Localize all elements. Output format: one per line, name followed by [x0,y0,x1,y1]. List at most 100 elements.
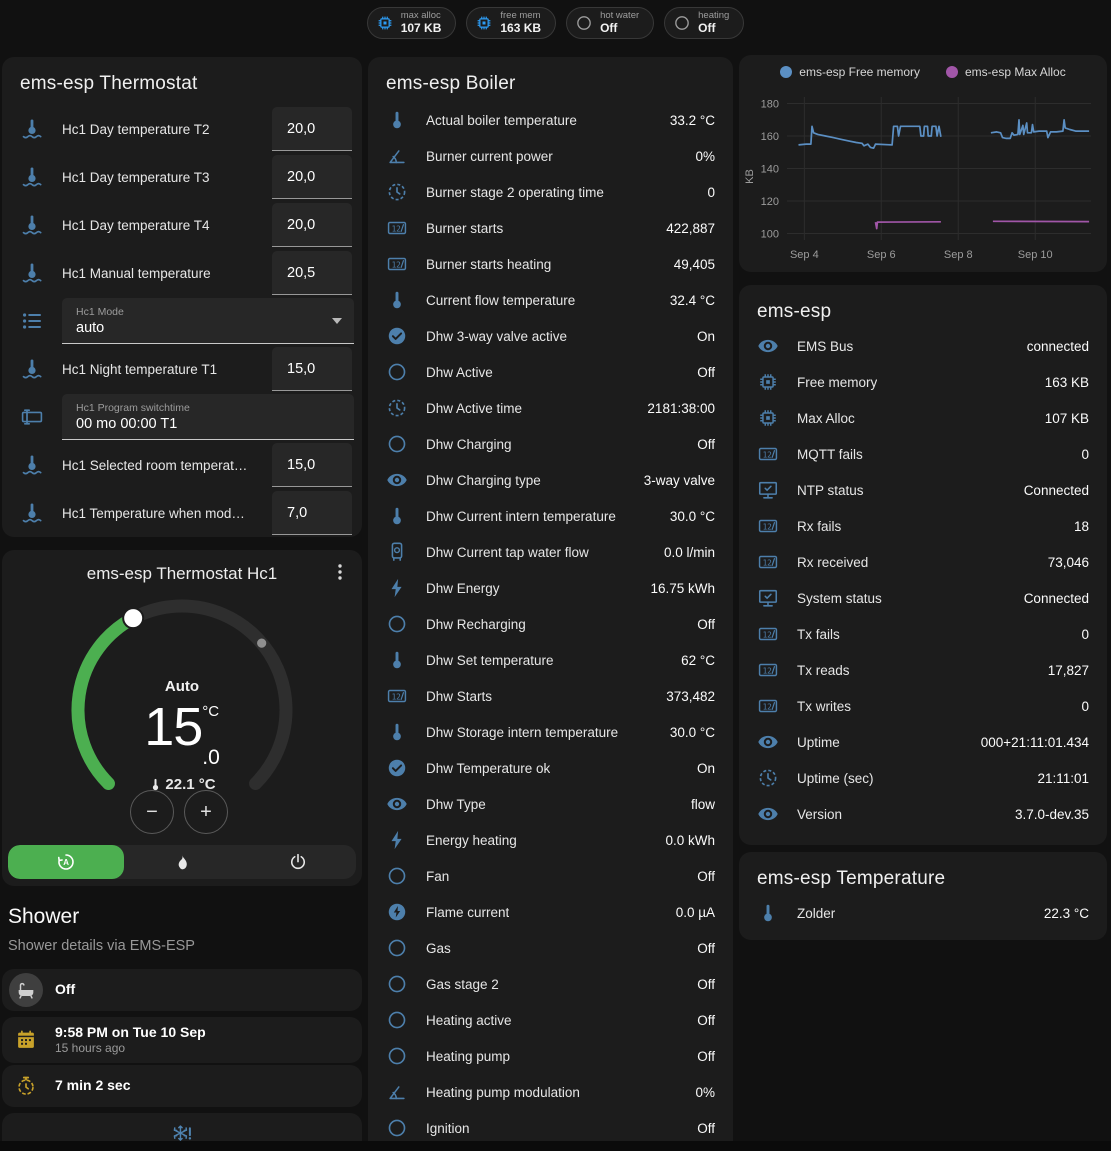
badge-max-alloc[interactable]: max alloc 107 KB [366,7,457,39]
power-icon [290,853,306,870]
entity-row[interactable]: 1 2 MQTT fails 0 [739,436,1107,472]
entity-value: Connected [1023,482,1089,498]
entity-row[interactable]: 1 2 Rx fails 18 [739,508,1107,544]
entity-label: Heating pump modulation [426,1084,580,1100]
entity-label[interactable]: Hc1 Manual temperature [62,265,211,281]
number-input[interactable]: 20,0 [272,107,352,151]
entity-row[interactable]: 1 2 Burner starts 422,887 [368,210,733,246]
thermometer-icon [153,778,159,791]
entity-label: Ignition [426,1120,470,1136]
shower-chip[interactable]: 7 min 2 sec [2,1065,362,1107]
number-input[interactable]: 20,5 [272,251,352,295]
entity-label[interactable]: Hc1 Temperature when mod… [62,505,245,521]
entity-label[interactable]: Hc1 Day temperature T2 [62,121,210,137]
hvac-mode-heat-button[interactable] [124,845,240,879]
shower-chip[interactable]: Off [2,969,362,1011]
entity-row[interactable]: Ignition Off [368,1110,733,1146]
entity-row[interactable]: Dhw Charging Off [368,426,733,462]
hc1-card-title: ems-esp Thermostat Hc1 [86,564,278,583]
entity-row[interactable]: Dhw Charging type 3-way valve [368,462,733,498]
entity-row[interactable]: Free memory 163 KB [739,364,1107,400]
entity-row[interactable]: 1 2 Tx writes 0 [739,688,1107,724]
entity-row[interactable]: Dhw Active time 2181:38:00 [368,390,733,426]
legend-item[interactable]: ems-esp Free memory [780,65,920,79]
badge-hot-water[interactable]: hot water Off [566,7,655,39]
entity-row[interactable]: EMS Bus connected [739,328,1107,364]
entity-row[interactable]: Dhw Temperature ok On [368,750,733,786]
badge-heating[interactable]: heating Off [664,7,745,39]
entity-row[interactable]: Fan Off [368,858,733,894]
number-input[interactable]: 15,0 [272,443,352,487]
entity-row[interactable]: Max Alloc 107 KB [739,400,1107,436]
target-temperature: 15°C .0 [62,696,302,769]
text-input[interactable]: Hc1 Program switchtime 00 mo 00:00 T1 [62,394,354,440]
kebab-menu-button[interactable] [328,560,354,586]
entity-row[interactable]: 1 2 Dhw Starts 373,482 [368,678,733,714]
entity-row[interactable]: Energy heating 0.0 kWh [368,822,733,858]
entity-row[interactable]: 1 2 Tx reads 17,827 [739,652,1107,688]
legend-item[interactable]: ems-esp Max Alloc [946,65,1066,79]
thermostat-dial[interactable]: Auto 15°C .0 22.1 °C [62,590,302,830]
entity-label: Uptime [797,734,840,750]
entity-label: Max Alloc [797,410,855,426]
entity-row[interactable]: Flame current 0.0 µA [368,894,733,930]
entity-value: 107 KB [1044,410,1089,426]
entity-row[interactable]: Zolder 22.3 °C [739,895,1107,931]
entity-label: EMS Bus [797,338,854,354]
entity-row[interactable]: Dhw 3-way valve active On [368,318,733,354]
entity-row[interactable]: Uptime (sec) 21:11:01 [739,760,1107,796]
temperature-card-title: ems-esp Temperature [757,868,946,889]
circle-outline-icon [388,1011,406,1029]
shower-chip[interactable]: 9:58 PM on Tue 10 Sep 15 hours ago [2,1017,362,1063]
entity-row[interactable]: Gas stage 2 Off [368,966,733,1002]
entity-row[interactable]: Dhw Set temperature 62 °C [368,642,733,678]
entity-row[interactable]: Dhw Energy 16.75 kWh [368,570,733,606]
entity-row[interactable]: Dhw Type flow [368,786,733,822]
thermostat-card-title: ems-esp Thermostat [20,73,198,94]
entity-label[interactable]: Hc1 Night temperature T1 [62,361,218,377]
temperature-increase-button[interactable]: + [184,790,228,834]
number-input[interactable]: 7,0 [272,491,352,535]
entity-row[interactable]: Burner current power 0% [368,138,733,174]
dial-handle[interactable] [122,607,145,630]
entity-row[interactable]: Dhw Storage intern temperature 30.0 °C [368,714,733,750]
entity-row[interactable]: Dhw Current tap water flow 0.0 l/min [368,534,733,570]
entity-row[interactable]: Actual boiler temperature 33.2 °C [368,102,733,138]
entity-value: 0 [1081,626,1089,642]
entity-row[interactable]: System status Connected [739,580,1107,616]
entity-row[interactable]: 1 2 Rx received 73,046 [739,544,1107,580]
entity-row[interactable]: Dhw Recharging Off [368,606,733,642]
hvac-mode-auto-button[interactable]: A [8,845,124,879]
entity-value: Off [697,976,715,992]
entity-row[interactable]: Version 3.7.0-dev.35 [739,796,1107,832]
entity-row[interactable]: Uptime 000+21:11:01.434 [739,724,1107,760]
monitor-check-icon [758,481,778,499]
badge-free-mem[interactable]: free mem 163 KB [466,7,557,39]
number-input[interactable]: 15,0 [272,347,352,391]
entity-label[interactable]: Hc1 Selected room temperat… [62,457,248,473]
number-input[interactable]: 20,0 [272,203,352,247]
entity-value: 0% [695,148,715,164]
entity-row[interactable]: Heating active Off [368,1002,733,1038]
hvac-mode-off-button[interactable] [240,845,356,879]
entity-row[interactable]: Heating pump Off [368,1038,733,1074]
number-input[interactable]: 20,0 [272,155,352,199]
entity-row[interactable]: 1 2 Tx fails 0 [739,616,1107,652]
entity-label[interactable]: Hc1 Day temperature T3 [62,169,210,185]
temperature-decrease-button[interactable]: − [130,790,174,834]
entity-row[interactable]: Heating pump modulation 0% [368,1074,733,1110]
entity-label[interactable]: Hc1 Day temperature T4 [62,217,210,233]
entity-row[interactable]: NTP status Connected [739,472,1107,508]
entity-row[interactable]: 1 2 Burner starts heating 49,405 [368,246,733,282]
thermostat-hc1-card: ems-esp Thermostat Hc1 Auto 15°C .0 22.1 … [2,550,362,886]
entity-label: Burner starts heating [426,256,552,272]
entity-row[interactable]: Current flow temperature 32.4 °C [368,282,733,318]
svg-text:120: 120 [761,196,779,208]
entity-row[interactable]: Gas Off [368,930,733,966]
select-input[interactable]: Hc1 Mode auto [62,298,354,344]
entity-row[interactable]: Burner stage 2 operating time 0 [368,174,733,210]
entity-row[interactable]: Dhw Active Off [368,354,733,390]
entity-row[interactable]: Dhw Current intern temperature 30.0 °C [368,498,733,534]
